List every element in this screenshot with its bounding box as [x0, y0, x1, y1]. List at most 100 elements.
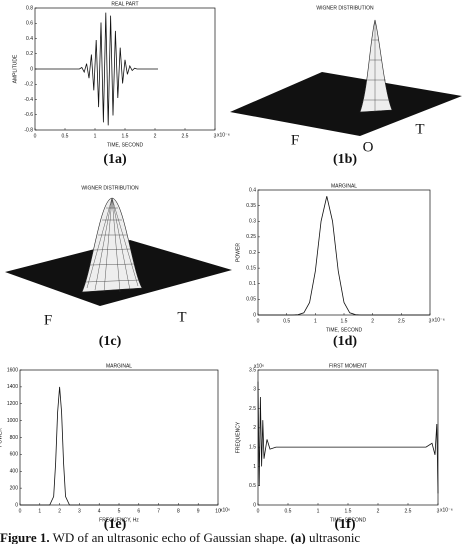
y-tick-label: 0.25 — [246, 234, 256, 240]
x-tick-label: 1 — [314, 318, 317, 324]
y-tick-label: 600 — [10, 452, 19, 458]
y-tick-label: 0 — [30, 66, 33, 72]
panel-label: (1d) — [333, 334, 357, 349]
wigner-surface-b — [230, 19, 462, 136]
panel-label: (1e) — [104, 517, 127, 532]
y-tick-label: 0 — [253, 502, 256, 508]
y-axis-label: FREQUENCY — [235, 421, 241, 453]
plot-title: MARGINAL — [331, 183, 357, 189]
x-tick-label: 2 — [377, 508, 380, 514]
y-tick-label: 1000 — [7, 418, 18, 424]
x-axis-label: FREQUENCY, Hz — [99, 517, 139, 523]
axis-letter: O — [363, 139, 374, 155]
plot-frame — [19, 369, 219, 506]
y-tick-label: 200 — [10, 485, 19, 491]
y-tick-label: 0 — [253, 312, 256, 318]
axis-letter: F — [291, 132, 299, 148]
y-tick-label: 0.4 — [26, 36, 33, 42]
plot-title: FIRST MOMENT — [329, 363, 367, 369]
y-exponent: x10⁶ — [254, 363, 264, 369]
data-line — [257, 381, 439, 494]
x-tick-label: 0.5 — [285, 508, 292, 514]
caption-lead: Figure 1. — [0, 530, 50, 544]
data-line — [258, 196, 430, 316]
y-tick-label: 0.5 — [249, 483, 256, 489]
y-tick-label: 1.5 — [249, 444, 256, 450]
plot-title: WIGNER DISTRIBUTION — [81, 185, 139, 191]
y-tick-label: 0.05 — [246, 297, 256, 303]
y-tick-label: 0.4 — [249, 187, 256, 193]
x-tick-label: 3 — [437, 508, 440, 514]
y-tick-label: -0.6 — [24, 112, 33, 118]
caption-sub: (a) — [291, 530, 306, 544]
y-tick-label: 1600 — [7, 367, 18, 373]
x-tick-label: 5 — [118, 508, 121, 514]
x-tick-label: 0.5 — [62, 133, 69, 139]
x-tick-label: 3 — [429, 318, 432, 324]
plot-title: WIGNER DISTRIBUTION — [316, 5, 374, 11]
axis-letter: T — [177, 309, 186, 325]
caption-rest: ultrasonic — [309, 530, 360, 544]
y-tick-label: 0.15 — [246, 265, 256, 271]
y-axis-label: POWER — [0, 428, 3, 447]
peak — [359, 19, 393, 113]
wigner-surface-c — [5, 197, 232, 306]
y-axis-label: POWER — [235, 243, 241, 262]
x-tick-label: 3 — [78, 508, 81, 514]
mesh — [364, 20, 390, 112]
x-tick-label: 0 — [19, 508, 22, 514]
y-tick-label: 0.2 — [26, 51, 33, 57]
y-tick-label: -0.8 — [24, 127, 33, 133]
x-tick-label: 2.5 — [405, 508, 412, 514]
x-tick-label: 1.5 — [345, 508, 352, 514]
y-tick-label: 2 — [253, 425, 256, 431]
x-tick-label: 0 — [34, 133, 37, 139]
x-tick-label: 6 — [137, 508, 140, 514]
y-tick-label: 0.8 — [26, 5, 33, 11]
y-tick-label: 3 — [253, 387, 256, 393]
x-tick-label: 0.5 — [283, 318, 290, 324]
y-tick-label: 0 — [15, 502, 18, 508]
mesh — [85, 197, 141, 293]
x-tick-label: 2 — [58, 508, 61, 514]
y-tick-label: -0.2 — [24, 82, 33, 88]
y-tick-label: 3.5 — [249, 367, 256, 373]
x-exponent: x10⁻⁶ — [432, 317, 445, 323]
x-tick-label: 1.5 — [122, 133, 129, 139]
axis-letter: F — [44, 312, 52, 328]
y-axis-label: AMPLITUDE — [12, 54, 18, 83]
y-tick-label: 0.1 — [249, 281, 256, 287]
x-tick-label: 0 — [257, 508, 260, 514]
x-exponent: x10⁶ — [220, 507, 230, 513]
caption: Figure 1. WD of an ultrasonic echo of Ga… — [0, 530, 360, 544]
data-line — [20, 386, 218, 506]
panel-label: (1f) — [335, 517, 356, 532]
y-tick-label: -0.4 — [24, 97, 33, 103]
y-tick-label: 400 — [10, 469, 19, 475]
x-axis-label: TIME, SECOND — [330, 517, 367, 523]
x-tick-label: 0 — [257, 318, 260, 324]
panel-label: (1b) — [333, 152, 357, 167]
x-tick-label: 1.5 — [341, 318, 348, 324]
x-exponent: x10⁻⁶ — [217, 132, 230, 138]
x-tick-label: 2.5 — [398, 318, 405, 324]
x-tick-label: 2.5 — [182, 133, 189, 139]
x-tick-label: 1 — [38, 508, 41, 514]
panel-label: (1c) — [99, 334, 122, 349]
y-tick-label: 1 — [253, 464, 256, 470]
y-tick-label: 800 — [10, 435, 19, 441]
plot-title: MARGINAL — [106, 363, 132, 369]
x-tick-label: 10 — [215, 508, 221, 514]
data-line — [35, 12, 158, 126]
x-tick-label: 1 — [317, 508, 320, 514]
x-tick-label: 2 — [154, 133, 157, 139]
x-exponent: x10⁻⁶ — [440, 507, 453, 513]
caption-text: WD of an ultrasonic echo of Gaussian sha… — [53, 530, 288, 544]
plot-title: REAL PART — [111, 1, 138, 7]
y-tick-label: 1400 — [7, 384, 18, 390]
x-tick-label: 3 — [214, 133, 217, 139]
plot-frame — [257, 189, 431, 316]
x-tick-label: 9 — [197, 508, 200, 514]
plot-frame — [257, 369, 439, 506]
